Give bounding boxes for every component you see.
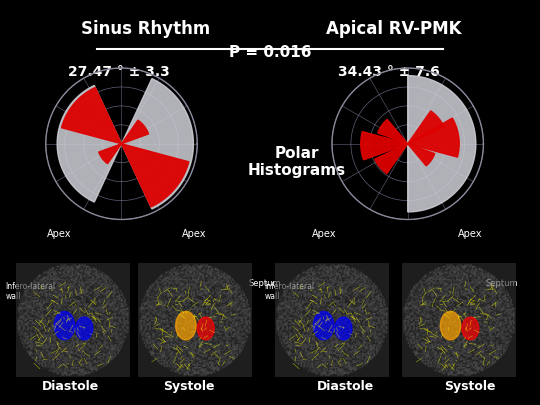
Polygon shape xyxy=(462,317,479,340)
Polygon shape xyxy=(408,118,459,157)
Text: Apex: Apex xyxy=(182,229,207,239)
Text: Apex: Apex xyxy=(47,229,72,239)
Polygon shape xyxy=(361,132,408,160)
Polygon shape xyxy=(76,317,93,340)
Polygon shape xyxy=(375,144,408,174)
Polygon shape xyxy=(176,311,196,340)
Text: P = 0.016: P = 0.016 xyxy=(229,45,311,60)
Text: Infero-lateral
wall: Infero-lateral wall xyxy=(265,282,315,301)
Polygon shape xyxy=(54,311,75,340)
Text: 34.43 ° ± 7.6: 34.43 ° ± 7.6 xyxy=(338,65,440,79)
Text: Polar
Histograms: Polar Histograms xyxy=(248,146,346,178)
Polygon shape xyxy=(122,144,189,207)
Polygon shape xyxy=(57,85,122,202)
Polygon shape xyxy=(440,311,461,340)
Text: Diastole: Diastole xyxy=(42,380,99,393)
Text: Infero-lateral
wall: Infero-lateral wall xyxy=(5,282,56,301)
Polygon shape xyxy=(197,317,214,340)
Polygon shape xyxy=(62,87,122,144)
Text: 27.47 ° ± 3.3: 27.47 ° ± 3.3 xyxy=(68,65,170,79)
Polygon shape xyxy=(408,76,476,212)
Text: Apex: Apex xyxy=(457,229,482,239)
Text: Apex: Apex xyxy=(312,229,336,239)
Text: Septum: Septum xyxy=(486,279,518,288)
Text: Diastole: Diastole xyxy=(317,380,374,393)
Text: Systole: Systole xyxy=(444,380,496,393)
Text: Sinus Rhythm: Sinus Rhythm xyxy=(81,20,211,38)
Polygon shape xyxy=(122,79,193,209)
Text: Septum: Septum xyxy=(248,279,281,288)
Text: Apical RV-PMK: Apical RV-PMK xyxy=(327,20,462,38)
Polygon shape xyxy=(335,317,352,340)
Polygon shape xyxy=(408,111,444,144)
Polygon shape xyxy=(122,120,148,144)
Text: Systole: Systole xyxy=(163,380,215,393)
Polygon shape xyxy=(99,144,122,164)
Polygon shape xyxy=(408,144,435,166)
Polygon shape xyxy=(313,311,334,340)
Polygon shape xyxy=(378,119,408,144)
